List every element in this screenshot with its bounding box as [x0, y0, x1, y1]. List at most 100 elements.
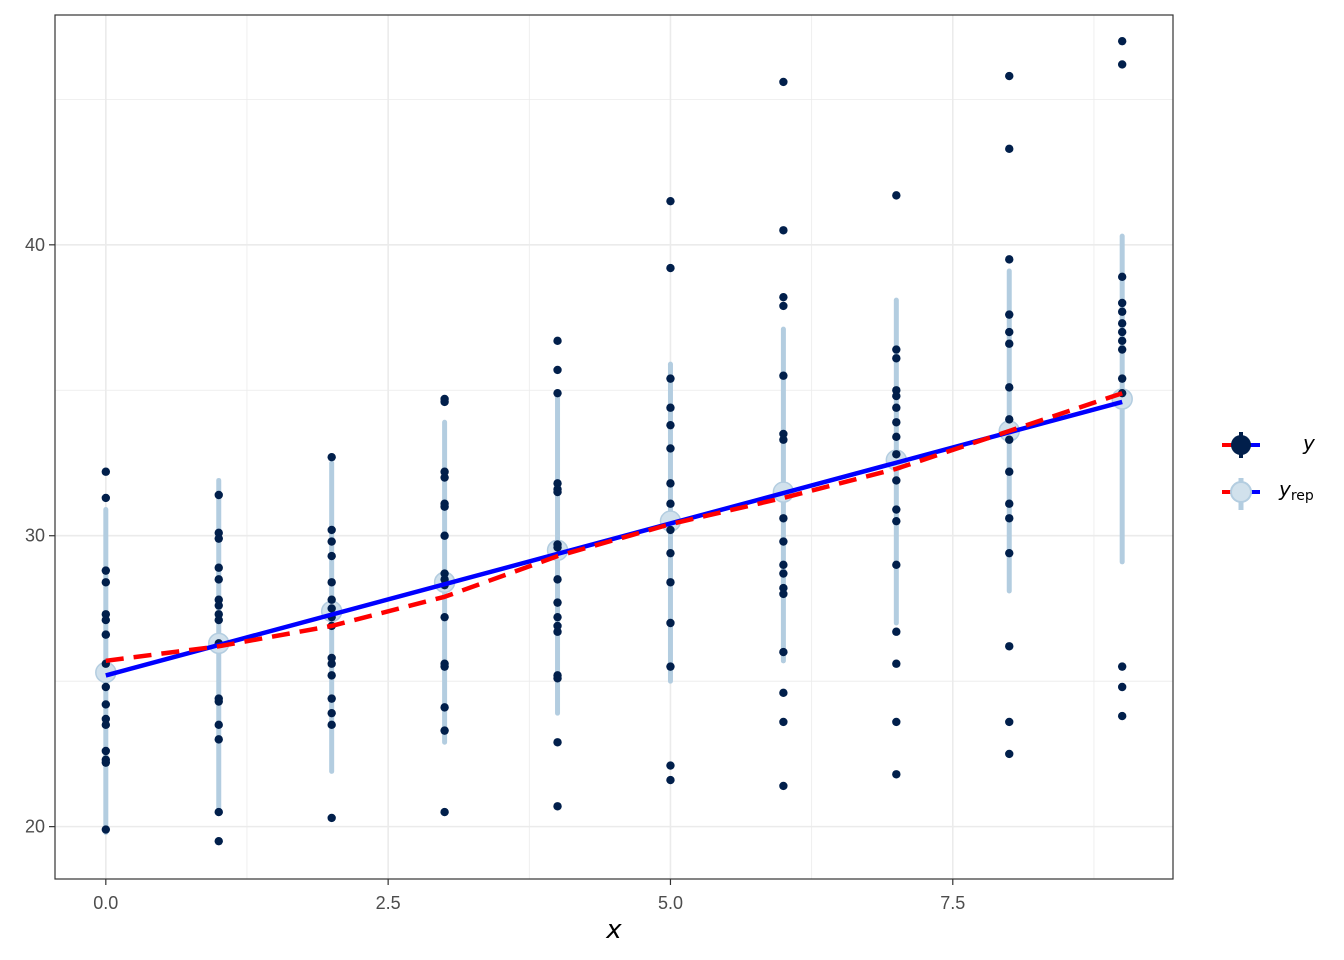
y-point — [666, 403, 675, 412]
y-point — [892, 345, 901, 354]
y-point — [214, 595, 223, 604]
legend-key-y — [1222, 432, 1260, 458]
yrep-trend-line — [105, 391, 1123, 664]
x-tick-label: 2.5 — [376, 893, 401, 913]
y-point — [327, 813, 336, 823]
y-point — [1117, 327, 1127, 337]
y-point — [553, 627, 562, 636]
y-point — [666, 420, 675, 430]
y-point — [327, 525, 336, 535]
x-axis-title: x — [605, 915, 622, 945]
y-point — [779, 435, 788, 444]
y-point — [1117, 272, 1127, 282]
y-point — [553, 388, 562, 398]
y-point — [892, 354, 901, 363]
y-point — [440, 726, 449, 735]
y-point — [553, 598, 562, 607]
y-point — [666, 374, 675, 383]
y-point — [440, 397, 449, 407]
y-point — [892, 627, 901, 636]
y-point — [101, 700, 111, 709]
y-point — [1005, 467, 1014, 476]
y-point — [892, 391, 901, 401]
y-point — [779, 688, 788, 698]
y-point — [553, 612, 562, 622]
y-point — [666, 499, 675, 508]
y-point — [1117, 336, 1127, 346]
plot-panel-background — [55, 15, 1173, 879]
y-point — [327, 671, 336, 680]
y-point — [553, 674, 562, 683]
y-point — [1005, 499, 1014, 508]
y-point — [779, 589, 788, 599]
y-point — [440, 502, 449, 511]
y-point — [779, 560, 788, 570]
y-point — [779, 226, 788, 235]
y-point — [327, 452, 336, 462]
y-point — [666, 662, 675, 671]
y-point — [1005, 642, 1014, 651]
y-point — [892, 476, 901, 485]
y-point — [779, 371, 788, 380]
y-point — [666, 263, 675, 273]
y-point — [101, 615, 111, 625]
y-point — [779, 569, 788, 578]
y-point — [1005, 435, 1014, 444]
y-point — [327, 537, 336, 546]
y-point — [892, 505, 901, 514]
y-point — [666, 761, 675, 770]
y-point — [892, 418, 901, 427]
y-point — [1005, 514, 1014, 523]
y-point — [1117, 374, 1127, 383]
x-tick-label: 5.0 — [658, 893, 683, 913]
y-point — [892, 450, 901, 459]
y-point — [553, 336, 562, 346]
y-point — [779, 781, 788, 791]
y-point — [214, 575, 223, 584]
y-point — [440, 531, 449, 540]
y-point — [779, 647, 788, 657]
plot-panel-border — [54, 14, 1174, 880]
y-point — [214, 610, 223, 619]
y-point — [1005, 415, 1014, 424]
axis-ticks — [49, 244, 954, 885]
grid-minor — [55, 15, 1173, 879]
y-point — [553, 621, 562, 631]
y-point — [327, 595, 336, 604]
y-point — [101, 746, 111, 756]
y-point — [553, 738, 562, 747]
y-point — [779, 583, 788, 593]
y-point — [1005, 255, 1014, 264]
y-point — [1005, 749, 1014, 759]
y-point — [666, 578, 675, 587]
y-point — [892, 516, 901, 526]
legend-label-yrep: yrep — [1278, 477, 1314, 504]
y-point — [666, 196, 675, 206]
y-point — [1117, 319, 1127, 328]
y-tick-label: 40 — [25, 235, 45, 255]
y-tick-label: 30 — [25, 526, 45, 546]
x-tick-label: 0.0 — [93, 893, 118, 913]
y-point — [1005, 548, 1014, 558]
y-point — [327, 653, 336, 663]
y-point — [553, 479, 562, 488]
y-point — [666, 618, 675, 628]
y-point — [440, 473, 449, 482]
legend-label-y: y — [1302, 431, 1316, 455]
y-point — [779, 292, 788, 302]
y-point — [779, 514, 788, 523]
y-point — [214, 563, 223, 572]
legend: y yrep — [1222, 431, 1316, 510]
legend-key-yrep — [1222, 478, 1260, 510]
y-point — [214, 534, 223, 543]
y-point — [779, 537, 788, 546]
y-point — [214, 836, 223, 846]
y-point — [101, 467, 111, 476]
y-point — [1005, 144, 1014, 154]
y-point — [1117, 662, 1127, 671]
y-point — [892, 432, 901, 442]
tick-labels: 0.0 2.5 5.0 7.5 20 30 40 — [25, 235, 965, 913]
y-point — [327, 659, 336, 668]
y-point — [553, 487, 562, 497]
y-point — [440, 612, 449, 622]
